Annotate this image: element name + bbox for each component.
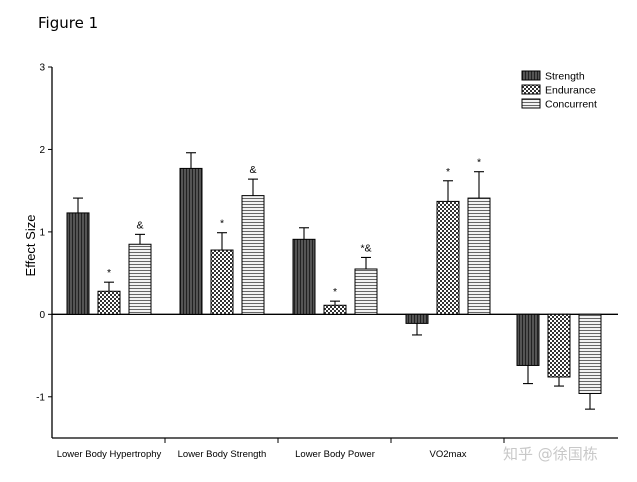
bar-strength xyxy=(179,167,203,315)
bar-strength xyxy=(405,313,429,324)
figure-label: Figure 1 xyxy=(38,14,99,32)
y-axis-label: Effect Size xyxy=(23,215,38,277)
x-category-label: VO2max xyxy=(430,449,467,460)
legend-swatch-strength xyxy=(521,70,541,81)
watermark: 知乎 @徐国栋 xyxy=(503,445,598,463)
legend-swatch-concurrent xyxy=(521,98,541,109)
significance-marker: * xyxy=(477,157,481,169)
significance-marker: * xyxy=(220,218,224,230)
x-category-label: Lower Body Power xyxy=(295,449,375,460)
y-tick-label: -1 xyxy=(36,392,45,403)
bar-concurrent xyxy=(354,268,378,315)
bar-endurance xyxy=(323,304,347,315)
x-category-label: Lower Body Strength xyxy=(178,449,267,460)
bar-concurrent xyxy=(578,313,602,394)
bar-strength xyxy=(66,212,90,315)
bar-endurance xyxy=(210,249,234,315)
legend-label-concurrent: Concurrent xyxy=(545,99,597,111)
bar-concurrent xyxy=(241,195,265,315)
legend-label-endurance: Endurance xyxy=(545,85,596,97)
significance-marker: * xyxy=(446,166,450,178)
significance-marker: & xyxy=(249,164,256,176)
y-tick-label: 3 xyxy=(39,63,45,74)
legend-swatch-endurance xyxy=(521,84,541,95)
significance-marker: * xyxy=(333,286,337,298)
y-tick-label: 0 xyxy=(39,310,45,321)
y-tick-label: 1 xyxy=(39,227,45,238)
bar-strength xyxy=(516,313,540,366)
significance-marker: * xyxy=(107,267,111,279)
significance-marker: & xyxy=(136,219,143,231)
bar-concurrent xyxy=(467,197,491,315)
bar-endurance xyxy=(436,200,460,315)
bar-strength xyxy=(292,238,316,315)
significance-marker: *& xyxy=(360,242,371,254)
bar-endurance xyxy=(97,290,121,315)
legend-label-strength: Strength xyxy=(545,71,585,83)
bar-endurance xyxy=(547,313,571,378)
y-tick-label: 2 xyxy=(39,145,45,156)
x-category-label: Lower Body Hypertrophy xyxy=(57,449,162,460)
bar-concurrent xyxy=(128,243,152,315)
legend: Strength Endurance Concurrent xyxy=(521,70,597,111)
